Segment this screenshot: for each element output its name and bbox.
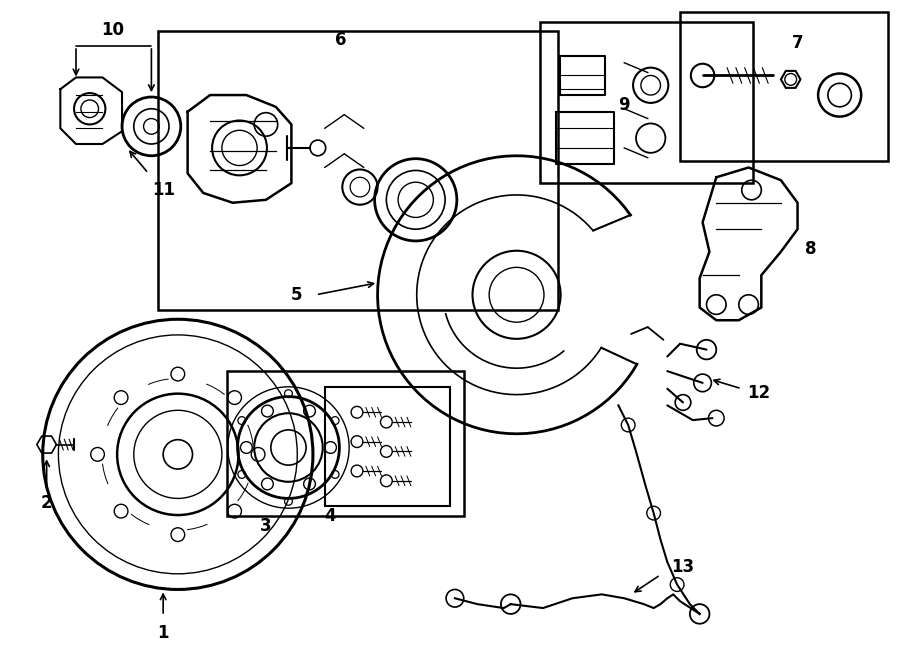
Text: 13: 13 [671, 558, 695, 576]
Text: 8: 8 [805, 240, 816, 258]
Bar [227, 371, 464, 516]
Bar [540, 22, 753, 183]
Text: 6: 6 [335, 31, 346, 49]
Text: 11: 11 [153, 181, 176, 199]
Text: 3: 3 [260, 517, 272, 535]
Bar [325, 387, 450, 506]
Bar [158, 31, 558, 310]
Bar [680, 12, 887, 161]
Text: 9: 9 [618, 96, 630, 114]
Text: 10: 10 [101, 21, 123, 40]
Text: 2: 2 [40, 495, 52, 512]
Text: 12: 12 [747, 384, 770, 402]
Text: 5: 5 [291, 286, 302, 304]
Text: 4: 4 [325, 507, 337, 525]
Text: 1: 1 [158, 624, 169, 641]
Text: 7: 7 [792, 34, 804, 52]
